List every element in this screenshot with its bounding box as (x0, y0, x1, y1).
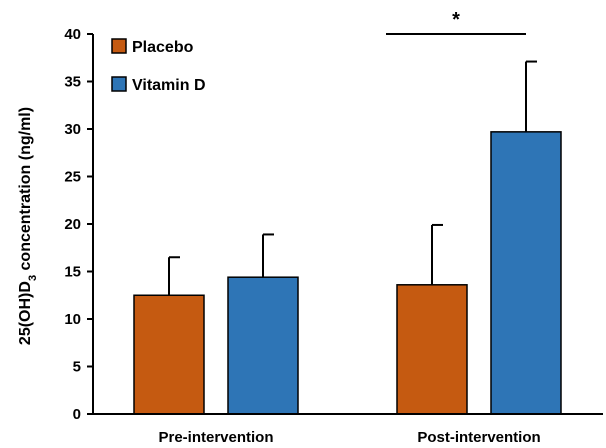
y-tick-label: 0 (73, 406, 81, 423)
legend: Placebo Vitamin D (111, 38, 206, 94)
axes (92, 34, 603, 415)
bar (490, 131, 562, 415)
x-tick-label: Post-intervention (417, 429, 540, 446)
category-labels: Pre-intervention Post-intervention (158, 429, 540, 446)
legend-label: Vitamin D (132, 77, 206, 94)
significance-label: * (452, 9, 460, 31)
y-axis-label: 25(OH)D3 concentration (ng/ml) (17, 107, 39, 345)
y-tick-label: 5 (73, 359, 81, 376)
significance-marker: * (386, 9, 526, 35)
legend-label: Placebo (132, 39, 194, 56)
y-tick-label: 20 (64, 216, 81, 233)
legend-swatch (111, 38, 127, 54)
bar (227, 276, 299, 415)
y-tick-label: 40 (64, 26, 81, 43)
y-tick-label: 15 (64, 264, 81, 281)
y-axis-ticks: 0 5 10 15 20 25 30 35 40 (64, 26, 93, 423)
bars (133, 131, 562, 415)
bar (396, 284, 468, 415)
y-tick-label: 35 (64, 74, 81, 91)
x-tick-label: Pre-intervention (158, 429, 273, 446)
y-tick-label: 30 (64, 121, 81, 138)
error-bars (168, 60, 537, 296)
legend-swatch (111, 76, 127, 92)
y-tick-label: 25 (64, 169, 81, 186)
bar (133, 294, 205, 415)
y-tick-label: 10 (64, 311, 81, 328)
